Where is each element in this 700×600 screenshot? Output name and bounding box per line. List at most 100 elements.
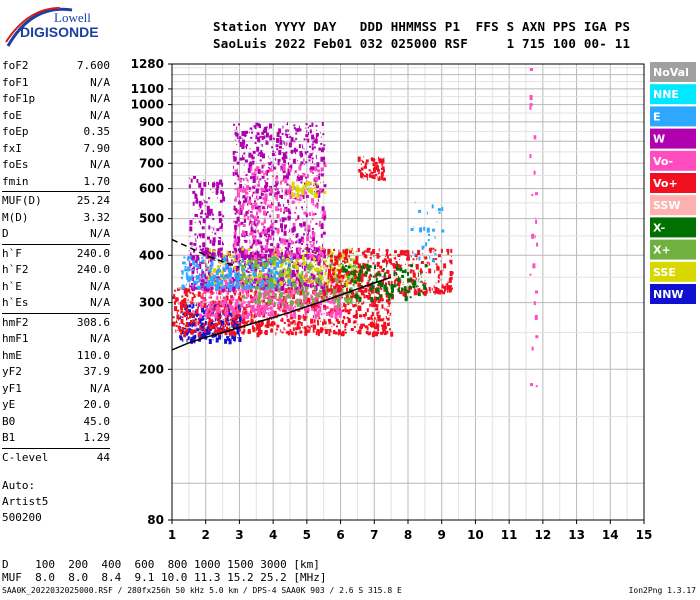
- echo-point: [432, 247, 435, 250]
- echo-point: [319, 306, 322, 311]
- echo-point: [343, 317, 346, 320]
- echo-point: [259, 124, 261, 129]
- echo-point: [251, 307, 253, 310]
- echo-point: [282, 158, 285, 161]
- echo-point: [336, 283, 338, 286]
- echo-point: [292, 222, 296, 226]
- echo-point: [303, 248, 306, 250]
- echo-point: [304, 201, 305, 203]
- echo-point: [315, 296, 316, 298]
- echo-point: [306, 331, 309, 334]
- echo-point: [237, 281, 240, 283]
- echo-point: [179, 329, 183, 333]
- echo-point: [262, 197, 266, 200]
- echo-point: [206, 327, 208, 329]
- echo-point: [204, 308, 206, 312]
- echo-point: [234, 284, 238, 287]
- echo-point: [241, 245, 244, 248]
- echo-point: [234, 224, 238, 230]
- echo-point: [292, 307, 294, 311]
- echo-point: [288, 211, 292, 215]
- echo-point: [238, 306, 240, 310]
- echo-point: [298, 175, 301, 177]
- echo-point: [323, 184, 327, 188]
- echo-point: [210, 271, 213, 276]
- echo-point: [290, 137, 294, 143]
- echo-point: [236, 308, 238, 310]
- echo-point: [303, 211, 305, 215]
- echo-point: [284, 246, 287, 249]
- echo-point: [270, 283, 274, 289]
- echo-point: [304, 275, 307, 279]
- echo-point: [253, 283, 255, 285]
- echo-point: [227, 282, 229, 284]
- echo-point: [251, 288, 252, 290]
- echo-point: [200, 297, 202, 298]
- echo-point: [256, 226, 258, 228]
- echo-point: [307, 255, 309, 259]
- echo-point: [376, 288, 378, 292]
- echo-point: [364, 274, 367, 277]
- echo-point: [352, 273, 353, 275]
- echo-point: [294, 139, 296, 143]
- echo-point: [311, 254, 315, 257]
- parameter-name: yF1: [2, 381, 22, 395]
- echo-point: [239, 329, 242, 332]
- echo-point: [250, 313, 253, 318]
- echo-point: [352, 294, 356, 298]
- echo-point: [243, 152, 246, 155]
- echo-point: [214, 305, 217, 308]
- echo-point: [241, 290, 244, 295]
- echo-point: [361, 290, 365, 296]
- echo-point: [284, 288, 288, 294]
- echo-point: [323, 248, 326, 251]
- echo-point: [255, 202, 258, 205]
- echo-point: [252, 239, 256, 244]
- echo-point: [279, 302, 282, 305]
- echo-point: [433, 251, 434, 253]
- echo-point: [347, 248, 351, 252]
- echo-point: [366, 267, 367, 271]
- echo-point: [287, 291, 289, 295]
- echo-point: [436, 266, 440, 270]
- echo-point: [234, 280, 236, 284]
- echo-point: [298, 270, 299, 271]
- echo-point: [216, 301, 218, 304]
- echo-point: [294, 241, 297, 244]
- echo-point: [268, 260, 269, 264]
- echo-point: [261, 253, 265, 257]
- echo-point: [337, 276, 340, 279]
- echo-point: [243, 186, 245, 190]
- parameter-name: B1: [2, 431, 16, 444]
- echo-point: [230, 295, 232, 299]
- echo-point: [259, 261, 263, 267]
- echo-point: [289, 186, 291, 190]
- echo-point: [201, 309, 203, 311]
- echo-point: [243, 301, 246, 304]
- echo-point: [420, 268, 422, 273]
- echo-point: [385, 330, 389, 334]
- echo-point: [263, 173, 266, 176]
- echo-point: [198, 302, 201, 307]
- echo-point: [260, 245, 264, 249]
- echo-point: [362, 262, 365, 267]
- echo-point: [255, 167, 258, 172]
- echo-point: [377, 287, 380, 292]
- echo-point: [237, 253, 241, 259]
- echo-point: [283, 279, 286, 282]
- echo-point: [276, 250, 280, 256]
- echo-point: [358, 329, 362, 335]
- echo-point: [297, 215, 300, 220]
- parameter-value: N/A: [90, 381, 110, 395]
- echo-point: [243, 171, 245, 173]
- echo-point: [307, 302, 309, 305]
- echo-point: [326, 286, 329, 289]
- echo-point: [276, 179, 278, 183]
- echo-point: [317, 332, 320, 337]
- parameter-name: hmF1: [2, 332, 29, 345]
- echo-point: [345, 294, 347, 296]
- echo-point: [309, 145, 312, 148]
- echo-point: [188, 288, 191, 293]
- echo-point: [238, 316, 242, 322]
- echo-point: [299, 188, 303, 192]
